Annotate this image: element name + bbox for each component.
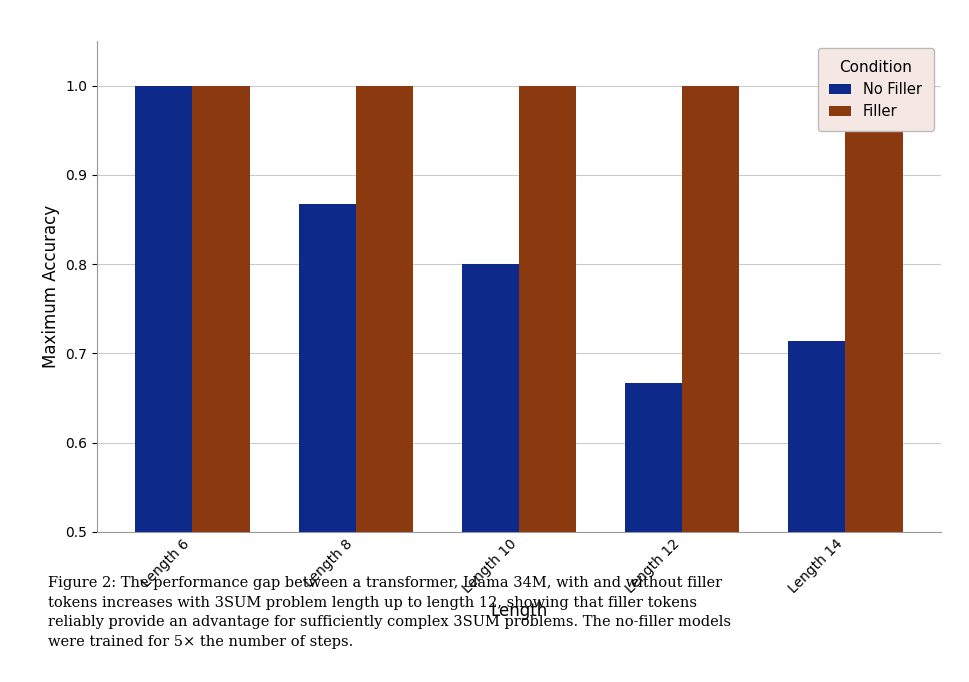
Bar bbox=[518, 85, 576, 682]
Text: Figure 2: The performance gap between a transformer, Llama 34M, with and without: Figure 2: The performance gap between a … bbox=[48, 576, 731, 649]
Bar bbox=[298, 205, 356, 682]
Bar bbox=[788, 341, 845, 682]
Bar bbox=[192, 85, 249, 682]
Bar bbox=[624, 383, 681, 682]
Bar bbox=[461, 264, 518, 682]
Bar bbox=[845, 130, 901, 682]
X-axis label: Length: Length bbox=[489, 602, 547, 620]
Bar bbox=[136, 85, 192, 682]
Bar bbox=[356, 85, 413, 682]
Y-axis label: Maximum Accuracy: Maximum Accuracy bbox=[42, 205, 60, 368]
Bar bbox=[681, 85, 738, 682]
Legend: No Filler, Filler: No Filler, Filler bbox=[817, 48, 932, 131]
